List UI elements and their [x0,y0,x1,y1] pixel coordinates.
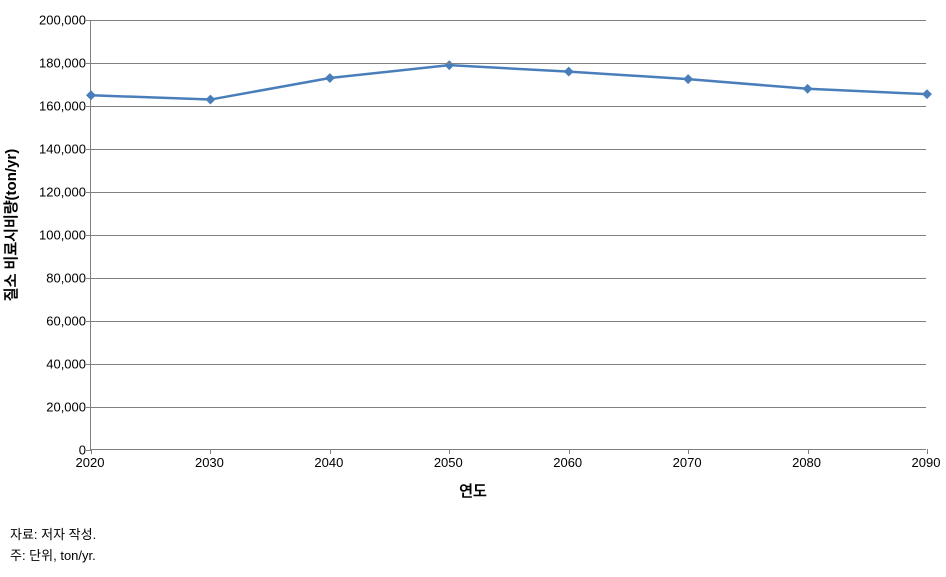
y-tick-label: 180,000 [16,56,86,71]
data-point-marker [564,67,574,77]
series-line [91,65,927,99]
y-tick-label: 160,000 [16,99,86,114]
gridline [91,235,926,236]
gridline [91,106,926,107]
x-tick-label: 2040 [314,455,343,470]
x-tick-label: 2080 [792,455,821,470]
chart-container: 질소 비료시비량(ton/yr) 연도 020,00040,00060,0008… [10,10,936,510]
gridline [91,364,926,365]
y-tick-mark [86,20,91,21]
gridline [91,149,926,150]
y-tick-label: 200,000 [16,13,86,28]
source-note: 자료: 저자 작성. [10,525,936,546]
y-tick-mark [86,192,91,193]
data-point-marker [444,60,454,70]
y-tick-label: 60,000 [16,314,86,329]
y-tick-mark [86,364,91,365]
data-point-marker [86,90,96,100]
x-tick-mark [449,449,450,454]
y-tick-label: 140,000 [16,142,86,157]
x-tick-mark [91,449,92,454]
x-tick-mark [688,449,689,454]
y-tick-label: 120,000 [16,185,86,200]
x-tick-mark [330,449,331,454]
data-point-marker [683,74,693,84]
y-tick-mark [86,106,91,107]
x-tick-label: 2060 [553,455,582,470]
x-tick-label: 2070 [673,455,702,470]
y-tick-mark [86,321,91,322]
data-point-marker [803,84,813,94]
x-tick-mark [210,449,211,454]
x-tick-mark [569,449,570,454]
plot-area [90,20,926,450]
gridline [91,278,926,279]
y-tick-label: 20,000 [16,400,86,415]
data-point-marker [205,95,215,105]
x-tick-mark [927,449,928,454]
gridline [91,321,926,322]
y-tick-mark [86,149,91,150]
gridline [91,63,926,64]
x-tick-label: 2090 [912,455,941,470]
y-tick-label: 40,000 [16,357,86,372]
gridline [91,192,926,193]
data-point-marker [325,73,335,83]
y-tick-mark [86,278,91,279]
x-tick-mark [808,449,809,454]
x-tick-label: 2030 [195,455,224,470]
unit-note: 주: 단위, ton/yr. [10,546,936,567]
gridline [91,20,926,21]
y-tick-mark [86,63,91,64]
x-tick-label: 2050 [434,455,463,470]
x-axis-title: 연도 [459,480,487,501]
chart-footer: 자료: 저자 작성. 주: 단위, ton/yr. [10,525,936,567]
y-tick-mark [86,407,91,408]
x-tick-label: 2020 [76,455,105,470]
y-tick-mark [86,235,91,236]
gridline [91,407,926,408]
y-tick-label: 100,000 [16,228,86,243]
y-tick-label: 80,000 [16,271,86,286]
data-point-marker [922,89,932,99]
